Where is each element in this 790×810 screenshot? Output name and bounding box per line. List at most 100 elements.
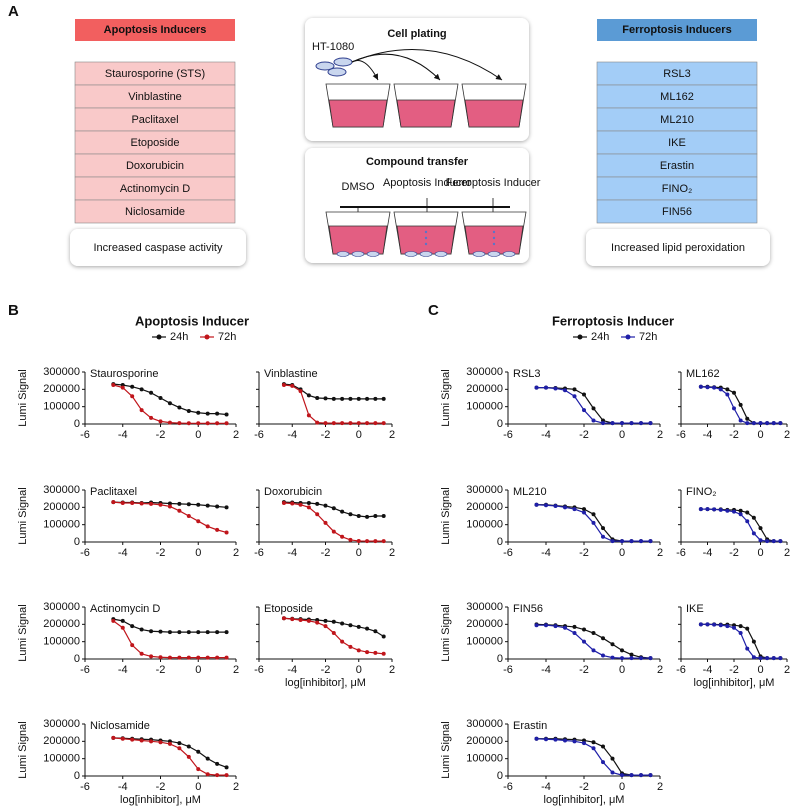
data-point (323, 520, 328, 525)
data-point (331, 396, 336, 401)
list-item: Doxorubicin (126, 160, 184, 172)
y-tick-label: 200000 (466, 735, 503, 747)
data-point (563, 625, 567, 630)
x-axis-label: log[inhibitor], μM (694, 677, 775, 689)
well-label: Apoptosis Inducer (383, 177, 471, 189)
data-point (167, 655, 172, 660)
data-point (582, 507, 586, 512)
data-point (745, 626, 750, 631)
list-item: FINO₂ (662, 183, 693, 195)
data-point (534, 502, 539, 507)
data-point (139, 627, 144, 632)
data-point (224, 530, 229, 535)
header-box (597, 19, 757, 41)
x-tick-label: 2 (657, 547, 663, 559)
x-tick-label: -4 (287, 547, 297, 559)
curve (536, 387, 651, 424)
chart-title: Actinomycin D (90, 603, 160, 615)
x-tick-label: 2 (233, 781, 239, 793)
data-point (563, 505, 567, 510)
data-point (732, 390, 736, 395)
x-tick-label: -6 (676, 664, 686, 676)
well-label: Ferroptosis Inducer (446, 177, 541, 189)
x-tick-label: -6 (503, 664, 513, 676)
data-point (732, 406, 736, 411)
data-point (365, 421, 370, 426)
y-tick-label: 200000 (466, 501, 503, 513)
data-point (167, 401, 172, 406)
data-point (771, 421, 776, 426)
x-tick-label: -2 (156, 547, 166, 559)
data-point (196, 410, 201, 415)
chart-title: ML210 (513, 486, 547, 498)
data-point (725, 624, 730, 629)
data-point (167, 420, 172, 425)
data-point (205, 772, 210, 777)
apoptosis-title: Apoptosis Inducers (104, 24, 207, 36)
x-tick-label: 2 (784, 664, 790, 676)
y-axis-label: Lumi Signal (440, 604, 452, 661)
data-point (196, 749, 201, 754)
data-point (196, 502, 201, 507)
data-point (177, 746, 182, 751)
x-tick-label: -2 (579, 781, 589, 793)
data-point (315, 620, 320, 625)
data-point (591, 648, 596, 653)
data-point (373, 650, 378, 655)
data-point (582, 741, 586, 746)
data-point (601, 636, 605, 641)
y-tick-label: 300000 (43, 718, 80, 730)
data-point (705, 385, 710, 390)
x-tick-label: -2 (156, 429, 166, 441)
legend-marker (625, 334, 631, 340)
data-point (732, 509, 736, 514)
legend-label: 24h (170, 331, 188, 343)
data-point (177, 501, 182, 506)
data-point (373, 396, 378, 401)
data-point (177, 630, 182, 635)
data-point (771, 656, 776, 661)
data-point (158, 629, 163, 634)
data-point (186, 754, 191, 759)
x-axis-label: log[inhibitor], μM (285, 677, 366, 689)
chart-title: Doxorubicin (264, 486, 322, 498)
data-point (215, 411, 220, 416)
y-tick-label: 100000 (43, 636, 80, 648)
data-point (778, 421, 783, 426)
y-tick-label: 200000 (43, 383, 80, 395)
x-tick-label: -4 (118, 429, 128, 441)
list-item: Niclosamide (125, 206, 185, 218)
ferroptosis-title: Ferroptosis Inducers (622, 24, 731, 36)
data-point (365, 650, 370, 655)
x-tick-label: 2 (657, 429, 663, 441)
data-point (139, 501, 144, 506)
y-tick-label: 300000 (43, 484, 80, 496)
data-point (149, 390, 154, 395)
ferroptosis-footer: Increased lipid peroxidation (611, 242, 745, 254)
data-point (705, 622, 710, 627)
data-point (348, 644, 353, 649)
y-tick-label: 0 (74, 653, 80, 665)
data-point (745, 646, 750, 651)
data-point (381, 539, 386, 544)
list-item: Actinomycin D (120, 183, 190, 195)
x-axis-label: log[inhibitor], μM (544, 794, 625, 806)
data-point (639, 773, 643, 778)
data-point (572, 631, 577, 635)
data-point (365, 539, 370, 544)
data-point (629, 656, 634, 661)
data-point (718, 507, 723, 512)
arrows (351, 49, 503, 81)
list-item: ML210 (660, 114, 694, 126)
data-point (373, 514, 378, 518)
data-point (186, 409, 191, 413)
data-point (331, 506, 336, 511)
y-tick-label: 0 (497, 653, 503, 665)
y-axis-label: Lumi Signal (440, 369, 452, 426)
data-point (348, 537, 353, 542)
data-point (281, 383, 286, 387)
data-point (149, 654, 154, 659)
cells (315, 57, 353, 77)
list-item: Erastin (660, 160, 694, 172)
